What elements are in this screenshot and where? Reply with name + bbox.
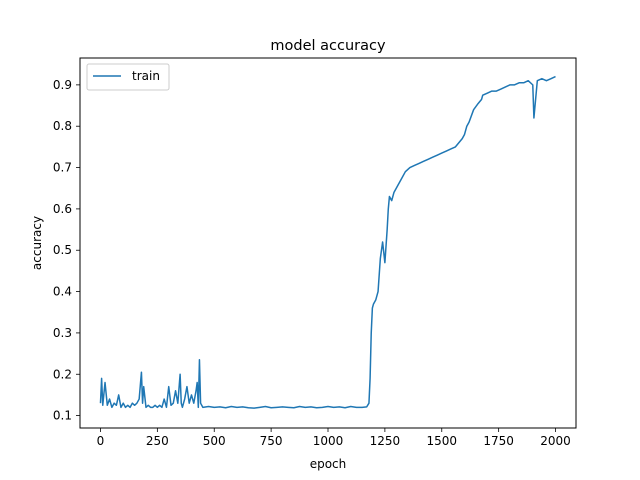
x-axis-label: epoch <box>310 457 347 471</box>
x-tick-label: 0 <box>97 434 105 448</box>
x-tick-label: 250 <box>146 434 169 448</box>
x-tick-label: 1750 <box>483 434 514 448</box>
x-tick-label: 500 <box>203 434 226 448</box>
y-tick-label: 0.6 <box>53 202 72 216</box>
x-tick-label: 2000 <box>540 434 571 448</box>
y-tick-label: 0.7 <box>53 161 72 175</box>
legend-frame <box>86 63 170 91</box>
plot-data-layer <box>99 75 556 409</box>
y-tick-label: 0.1 <box>53 409 72 423</box>
y-tick-label: 0.5 <box>53 243 72 257</box>
x-tick-label: 1250 <box>370 434 401 448</box>
y-tick-label: 0.9 <box>53 78 72 92</box>
y-tick-label: 0.8 <box>53 119 72 133</box>
legend: train <box>86 63 170 91</box>
chart-title: model accuracy <box>270 38 386 54</box>
x-tick-label: 750 <box>260 434 283 448</box>
x-tick-label: 1500 <box>426 434 457 448</box>
y-axis-label: accuracy <box>30 216 44 270</box>
y-tick-label: 0.3 <box>53 326 72 340</box>
x-axis-ticks: 0 250 500 750 1000 1250 1500 1750 2000 <box>97 428 571 448</box>
x-tick-label: 1000 <box>313 434 344 448</box>
y-tick-label: 0.4 <box>53 285 72 299</box>
legend-label-train: train <box>132 69 160 83</box>
series-line-train <box>99 75 556 409</box>
y-tick-label: 0.2 <box>53 367 72 381</box>
y-axis-ticks: 0.1 0.2 0.3 0.4 0.5 0.6 0.7 0.8 0.9 <box>53 78 80 423</box>
